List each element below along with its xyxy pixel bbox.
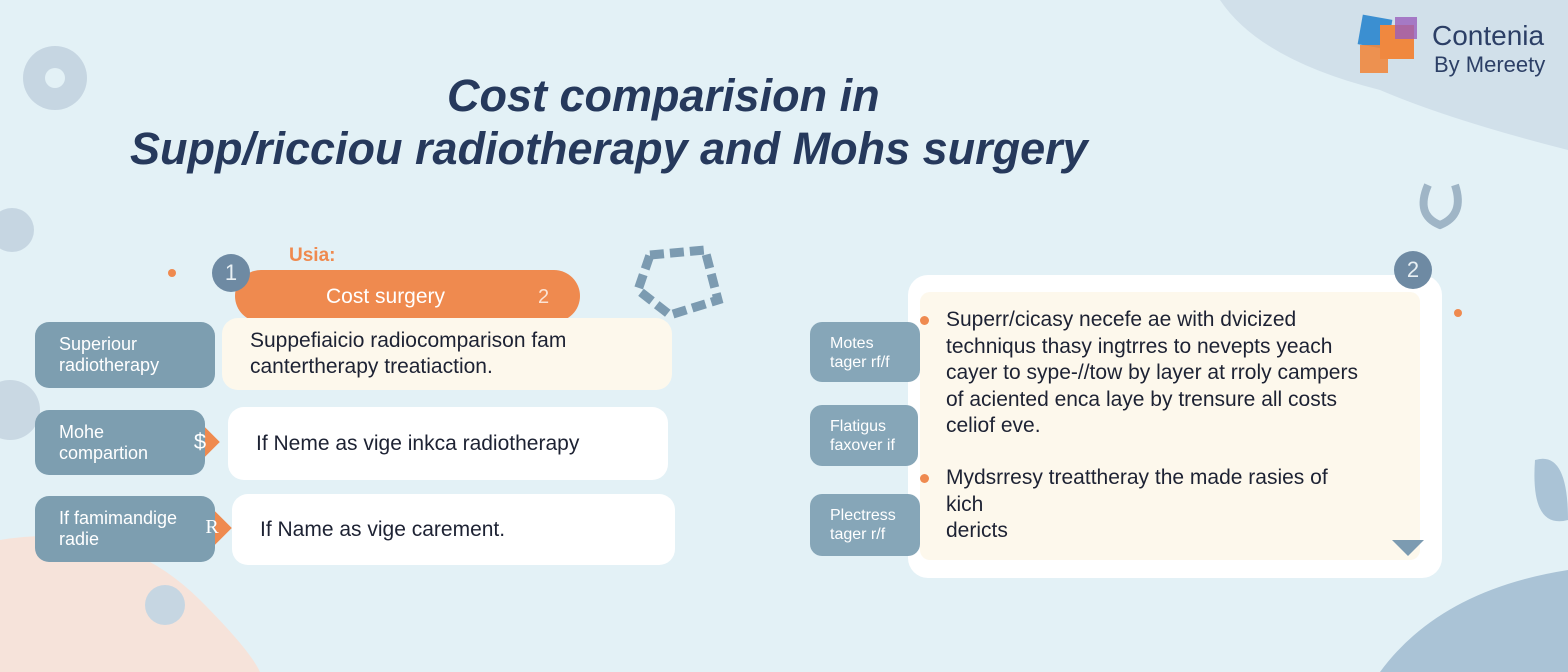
label-line: radie	[59, 529, 100, 549]
side-label: Plectress tager r/f	[810, 494, 920, 556]
bullet-line: techniqus thasy ingtrres to nevepts yeac…	[946, 334, 1333, 358]
label-line: radiotherapy	[59, 355, 160, 375]
bullet-line: Mydsrresy treattheray the made rasies of	[946, 466, 1328, 489]
text-line: Suppefiaicio radiocomparison fam	[250, 329, 567, 352]
heading: Cost surgery	[326, 285, 446, 308]
logo-byline: By Mereety	[1434, 52, 1546, 77]
bullet-dot	[920, 316, 929, 325]
bullet-line: Superr/cicasy necefe ae with dvicized	[946, 308, 1297, 331]
row-text: Suppefiaicio radiocomparison fam canterth…	[222, 318, 672, 390]
label-line: compartion	[59, 443, 149, 463]
logo-name: Contenia	[1432, 20, 1545, 51]
text-line: If Neme as vige inkca radiotherapy	[256, 431, 580, 455]
bullet-line: cayer to sype-//tow by layer at rroly ca…	[946, 361, 1358, 384]
row-label: If famimandige radie	[35, 496, 215, 562]
row-label: Superiour radiotherapy	[35, 322, 215, 388]
step-badge: 2	[1394, 251, 1432, 289]
side-label: Motes tager rf/f	[810, 322, 920, 382]
row-text: If Name as vige carement.	[232, 494, 675, 565]
label-line: Mohe	[59, 422, 105, 442]
label-line: tager rf/f	[830, 354, 890, 371]
title-line: Cost comparision in	[447, 70, 880, 121]
step-badge: 1	[212, 254, 250, 292]
label-line: If famimandige	[59, 508, 178, 528]
bullet: Mydsrresy treattheray the made rasies of…	[946, 465, 1328, 545]
label-line: Plectress	[830, 507, 896, 524]
row-icon: R	[205, 516, 219, 538]
heading-index: 2	[538, 286, 550, 308]
title-line: Supp/ricciou radiotherapy and Mohs surge…	[130, 123, 1088, 174]
text-line: cantertherapy treatiaction.	[250, 355, 493, 378]
label-line: Motes	[830, 335, 874, 352]
label-line: tager r/f	[830, 526, 886, 543]
text-line: If Name as vige carement.	[260, 517, 506, 541]
label-line: faxover if	[830, 437, 895, 454]
row-label: Mohe compartion	[35, 410, 205, 475]
bullet-line: of aciented enca laye by trensure all co…	[946, 387, 1338, 411]
bullet-line: dericts	[946, 519, 1008, 542]
label-line: Flatigus	[830, 418, 887, 435]
row-text: If Neme as vige inkca radiotherapy	[228, 407, 668, 480]
kicker: Usia:	[289, 245, 336, 266]
bullet-line: celiof eve.	[946, 414, 1041, 437]
bullet: Superr/cicasy necefe ae with dvicized te…	[946, 307, 1358, 440]
label-line: Superiour	[59, 334, 138, 354]
side-label: Flatigus faxover if	[810, 405, 918, 466]
bullet-line: kich	[946, 492, 984, 516]
row-icon: $	[193, 429, 207, 454]
bullet-dot	[920, 474, 929, 483]
